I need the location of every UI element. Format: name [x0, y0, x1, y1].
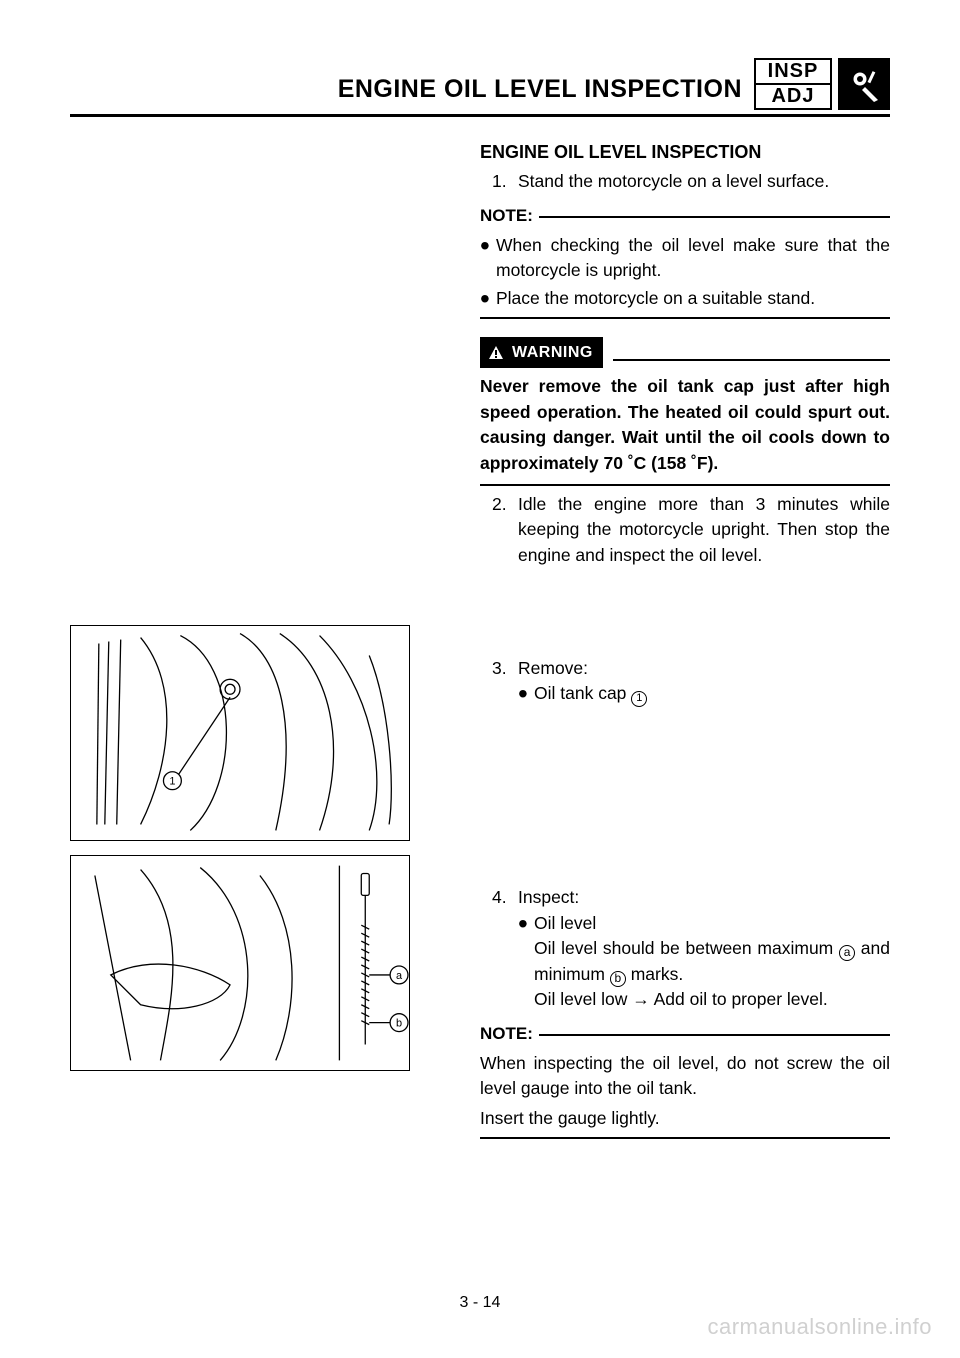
note-2-label: NOTE:	[480, 1022, 533, 1047]
note-2-line-1: When inspecting the oil level, do not sc…	[480, 1051, 890, 1102]
step-4-ref-b: b	[610, 971, 626, 987]
figures-column: 1	[70, 139, 480, 1139]
note-2-rule	[539, 1034, 890, 1036]
note-1-item-1: • When checking the oil level make sure …	[480, 233, 890, 284]
step-4-line-2: Oil level low → Add oil to proper level.	[534, 987, 890, 1012]
figure-1: 1	[70, 625, 410, 841]
watermark: carmanualsonline.info	[707, 1314, 932, 1340]
figure-2: a b	[70, 855, 410, 1071]
step-2-num: 2.	[492, 492, 518, 568]
step-4: 4. Inspect: • Oil level Oil level should…	[492, 885, 890, 1012]
step-3-item-text: Oil tank cap	[534, 683, 631, 703]
header-rule	[70, 114, 890, 117]
note-1-end-rule	[480, 317, 890, 319]
step-4-line-1: Oil level should be between maximum a an…	[534, 936, 890, 987]
step-2-text: Idle the engine more than 3 minutes whil…	[518, 492, 890, 568]
step-4-lead: Inspect:	[518, 885, 890, 910]
warning-badge: WARNING	[480, 337, 603, 368]
manual-page: ENGINE OIL LEVEL INSPECTION INSP ADJ	[0, 0, 960, 1358]
figure-2-callout-b: b	[396, 1018, 402, 1030]
text-column: ENGINE OIL LEVEL INSPECTION 1. Stand the…	[480, 139, 890, 1139]
tool-icon	[838, 58, 890, 110]
step-4-ref-a: a	[839, 945, 855, 961]
step-3-ref-1: 1	[631, 691, 647, 707]
page-header: ENGINE OIL LEVEL INSPECTION INSP ADJ	[70, 58, 890, 110]
figure-2-callout-a: a	[396, 970, 403, 982]
step-3-lead: Remove:	[518, 656, 890, 681]
note-1-item-2: • Place the motorcycle on a suitable sta…	[480, 286, 890, 311]
step-4-item-label: Oil level	[534, 911, 890, 936]
note-1-label: NOTE:	[480, 204, 533, 229]
warning-label: WARNING	[512, 341, 593, 364]
page-number: 3 - 14	[0, 1294, 960, 1312]
note-2-label-row: NOTE:	[480, 1022, 890, 1047]
warning-text: Never remove the oil tank cap just after…	[480, 374, 890, 476]
insp-adj-badge: INSP ADJ	[754, 58, 832, 110]
note-1-label-row: NOTE:	[480, 204, 890, 229]
step-1-num: 1.	[492, 169, 518, 194]
note-2-end-rule	[480, 1137, 890, 1139]
step-3-num: 3.	[492, 656, 518, 707]
note-1-rule	[539, 216, 890, 218]
figure-1-callout: 1	[169, 776, 175, 788]
step-4-item: • Oil level Oil level should be between …	[518, 911, 890, 1013]
step-3-item: • Oil tank cap 1	[518, 681, 890, 707]
step-1: 1. Stand the motorcycle on a level surfa…	[492, 169, 890, 194]
warning-rule	[613, 359, 890, 361]
warning-row: WARNING	[480, 337, 890, 368]
step-3: 3. Remove: • Oil tank cap 1	[492, 656, 890, 707]
badge-insp: INSP	[756, 60, 830, 85]
badge-adj: ADJ	[756, 85, 830, 108]
content-columns: 1	[70, 139, 890, 1139]
step-1-text: Stand the motorcycle on a level surface.	[518, 169, 890, 194]
step-4-num: 4.	[492, 885, 518, 1012]
warning-end-rule	[480, 484, 890, 486]
warning-icon	[488, 345, 504, 361]
note-2-line-2: Insert the gauge lightly.	[480, 1106, 890, 1131]
note-1-bullets: • When checking the oil level make sure …	[480, 233, 890, 311]
page-title: ENGINE OIL LEVEL INSPECTION	[338, 75, 742, 104]
step-2: 2. Idle the engine more than 3 minutes w…	[492, 492, 890, 568]
section-heading: ENGINE OIL LEVEL INSPECTION	[480, 139, 890, 165]
